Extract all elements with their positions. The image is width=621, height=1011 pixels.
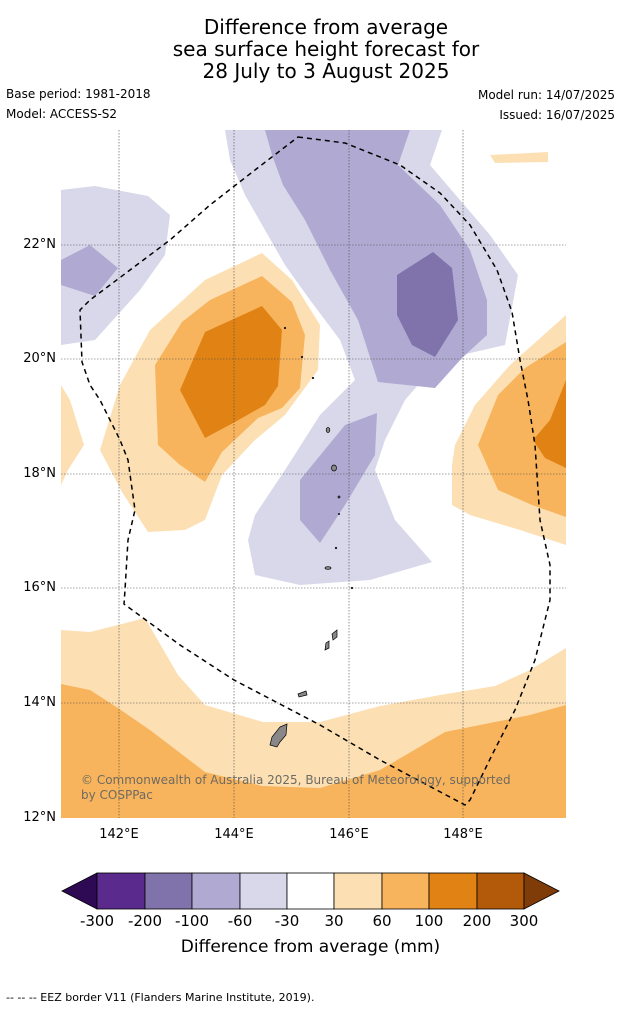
pos-100-eastern-area [533, 380, 566, 468]
colorbar-bin-neg-100 [144, 872, 193, 910]
lon-tick-146e: 146°E [329, 827, 369, 842]
eez-footnote: -- -- -- EEZ border V11 (Flanders Marine… [6, 991, 315, 1004]
anomaly-pos-100-areas [180, 306, 566, 468]
island-uracas [283, 326, 287, 330]
lat-tick-14n: 14°N [23, 695, 56, 710]
island-guguan [337, 512, 341, 516]
gridlines [61, 130, 566, 818]
colorbar-tick-neg-200: -200 [127, 912, 163, 930]
eez-border [79, 136, 551, 806]
colorbar-bin-neg-30 [239, 872, 288, 910]
pos-30-west-edge-area [61, 385, 84, 485]
island-saipan [324, 640, 330, 651]
colorbar-bin-zero [286, 872, 335, 910]
colorbar-extend-high [523, 872, 560, 910]
lat-tick-22n: 22°N [23, 237, 56, 252]
colorbar-tick-neg-60: -60 [227, 912, 253, 930]
island-asuncion [311, 376, 315, 380]
island-pagan [331, 464, 337, 472]
lat-tick-20n: 20°N [23, 351, 56, 366]
island-maug [300, 355, 304, 359]
island-anatahan [324, 566, 332, 570]
colorbar-tick-pos-60: 60 [372, 912, 392, 930]
map-title: Difference from average sea surface heig… [0, 16, 621, 82]
colorbar-bin-neg-200 [96, 872, 146, 910]
island-guam [269, 723, 288, 748]
lat-tick-18n: 18°N [23, 466, 56, 481]
colorbar-bin-pos-200 [476, 872, 525, 910]
islands [269, 326, 354, 748]
neg-60-southern-area [300, 413, 377, 543]
issued-date: Issued: 16/07/2025 [499, 108, 615, 122]
lat-tick-16n: 16°N [23, 580, 56, 595]
island-rota [297, 690, 308, 698]
pos-30-small-patch [490, 152, 548, 163]
colorbar-tick-pos-100: 100 [414, 912, 444, 930]
colorbar-extend-low [61, 872, 98, 910]
title-line-2: sea surface height forecast for [172, 37, 480, 61]
island-tinian [331, 629, 338, 641]
pos-100-western-area [180, 306, 282, 438]
colorbar-tick-neg-300: -300 [79, 912, 115, 930]
lat-tick-12n: 12°N [23, 810, 56, 825]
neg-30-western-area [61, 186, 170, 345]
title-line-3: 28 July to 3 August 2025 [202, 59, 450, 83]
colorbar-tick-neg-30: -30 [274, 912, 300, 930]
colorbar-bin-neg-60 [191, 872, 241, 910]
forecast-map [61, 130, 566, 818]
model-run-date: Model run: 14/07/2025 [477, 88, 615, 102]
neg-100-area [397, 252, 458, 357]
colorbar-bin-pos-100 [428, 872, 478, 910]
lon-tick-148e: 148°E [443, 827, 483, 842]
colorbar-tick-neg-100: -100 [174, 912, 210, 930]
colorbar [61, 872, 560, 910]
base-period: Base period: 1981-2018 [6, 87, 151, 101]
copyright-notice: © Commonwealth of Australia 2025, Bureau… [81, 773, 511, 802]
colorbar-tick-pos-200: 200 [462, 912, 492, 930]
pos-60-eastern-area [478, 342, 566, 517]
island-agrihan [325, 427, 331, 433]
model-name: Model: ACCESS-S2 [6, 107, 118, 121]
pos-60-southern-area [61, 684, 566, 818]
colorbar-bin-pos-30 [333, 872, 383, 910]
title-line-1: Difference from average [203, 15, 449, 39]
colorbar-tick-pos-30: 30 [324, 912, 344, 930]
neg-60-western-area [61, 245, 118, 296]
island-alamagan [337, 495, 341, 499]
lon-tick-142e: 142°E [99, 827, 139, 842]
colorbar-tick-pos-300: 300 [509, 912, 539, 930]
colorbar-bin-pos-60 [381, 872, 430, 910]
island-farallon [350, 586, 354, 590]
lon-tick-144e: 144°E [214, 827, 254, 842]
island-sarigan [334, 546, 338, 550]
colorbar-label: Difference from average (mm) [180, 937, 441, 957]
